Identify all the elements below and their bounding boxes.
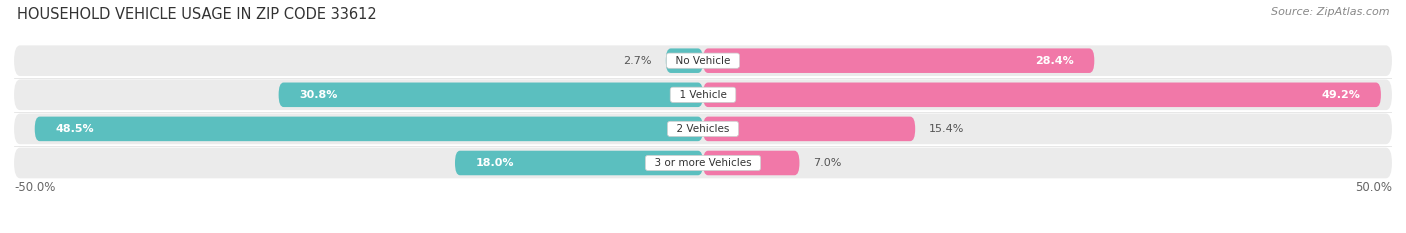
FancyBboxPatch shape — [14, 113, 1392, 144]
FancyBboxPatch shape — [666, 48, 703, 73]
Text: No Vehicle: No Vehicle — [669, 56, 737, 66]
Text: 15.4%: 15.4% — [929, 124, 965, 134]
Text: Source: ZipAtlas.com: Source: ZipAtlas.com — [1271, 7, 1389, 17]
Text: 28.4%: 28.4% — [1035, 56, 1074, 66]
FancyBboxPatch shape — [703, 48, 1094, 73]
Text: 18.0%: 18.0% — [475, 158, 515, 168]
FancyBboxPatch shape — [703, 82, 1381, 107]
Text: 1 Vehicle: 1 Vehicle — [673, 90, 733, 100]
Text: 2.7%: 2.7% — [623, 56, 652, 66]
FancyBboxPatch shape — [35, 116, 703, 141]
Text: 49.2%: 49.2% — [1322, 90, 1360, 100]
FancyBboxPatch shape — [703, 116, 915, 141]
FancyBboxPatch shape — [703, 151, 800, 175]
Text: -50.0%: -50.0% — [14, 181, 55, 194]
Text: 7.0%: 7.0% — [813, 158, 842, 168]
FancyBboxPatch shape — [456, 151, 703, 175]
FancyBboxPatch shape — [14, 45, 1392, 76]
FancyBboxPatch shape — [278, 82, 703, 107]
Text: HOUSEHOLD VEHICLE USAGE IN ZIP CODE 33612: HOUSEHOLD VEHICLE USAGE IN ZIP CODE 3361… — [17, 7, 377, 22]
Text: 2 Vehicles: 2 Vehicles — [671, 124, 735, 134]
Text: 3 or more Vehicles: 3 or more Vehicles — [648, 158, 758, 168]
Text: 48.5%: 48.5% — [55, 124, 94, 134]
FancyBboxPatch shape — [14, 148, 1392, 178]
Text: 30.8%: 30.8% — [299, 90, 337, 100]
Text: 50.0%: 50.0% — [1355, 181, 1392, 194]
FancyBboxPatch shape — [14, 79, 1392, 110]
